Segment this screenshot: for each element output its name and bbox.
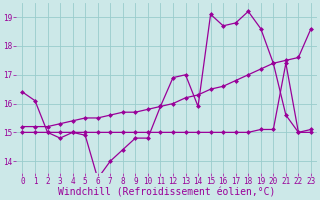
X-axis label: Windchill (Refroidissement éolien,°C): Windchill (Refroidissement éolien,°C) (58, 187, 276, 197)
